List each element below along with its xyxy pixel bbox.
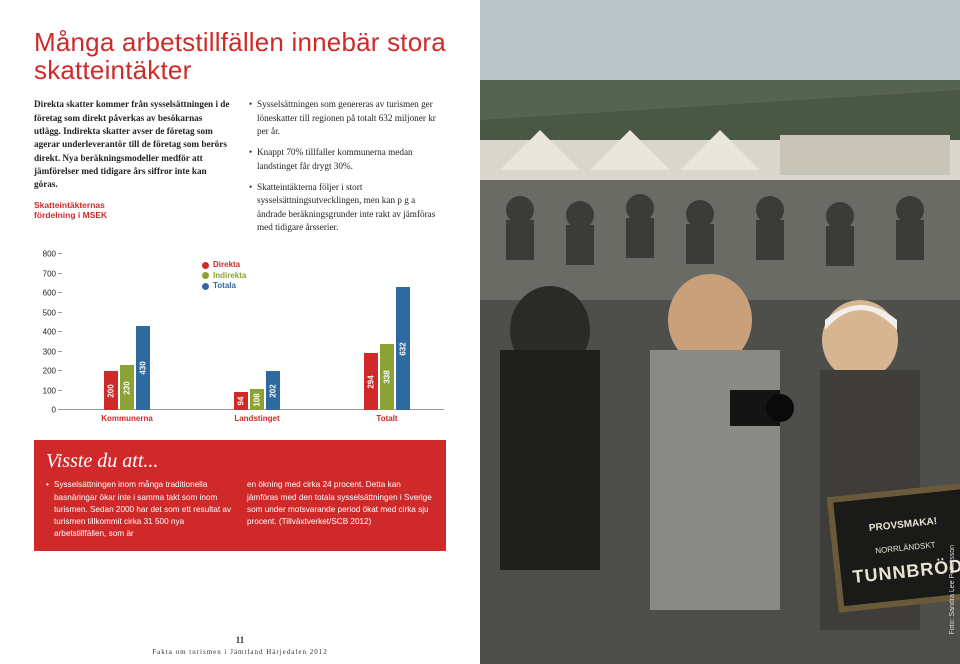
tax-chart: 0 100 200 300 400 500 600 700 800 DirektaIndirek…: [34, 250, 446, 430]
bar-value: 632: [399, 342, 408, 355]
y-tick-label: 600: [43, 289, 56, 298]
bar: 94: [234, 392, 248, 410]
page-title: Många arbetstillfällen innebär stora ska…: [34, 28, 446, 84]
footer-text: Fakta om turismen i Jämtland Härjedalen …: [152, 648, 327, 656]
bar-value: 108: [253, 393, 262, 406]
bar-value: 202: [269, 384, 278, 397]
factbox-title: Visste du att...: [46, 450, 434, 473]
y-tick-label: 800: [43, 250, 56, 259]
fact-box: Visste du att... Sysselsättningen inom m…: [34, 440, 446, 550]
bullet-1: Sysselsättningen som genereras av turism…: [249, 98, 446, 138]
y-tick-label: 0: [52, 406, 56, 415]
right-column: Sysselsättningen som genereras av turism…: [249, 98, 446, 242]
bar-value: 230: [123, 381, 132, 394]
group-label: Kommunerna: [82, 414, 172, 423]
chart-caption: Skatteintäkternas fördelning i MSEK: [34, 200, 231, 220]
intro-paragraph: Direkta skatter kommer från sysselsättni…: [34, 98, 231, 191]
bar: 108: [250, 389, 264, 410]
y-tick-label: 300: [43, 347, 56, 356]
y-tick-label: 400: [43, 328, 56, 337]
group-label: Totalt: [342, 414, 432, 423]
legend-label: Direkta: [213, 260, 240, 270]
bar: 200: [104, 371, 118, 410]
legend-dot-icon: [202, 272, 209, 279]
bar-group: 94108202Landstinget: [212, 371, 302, 410]
y-tick-label: 700: [43, 269, 56, 278]
left-column: Direkta skatter kommer från sysselsättni…: [34, 98, 231, 242]
bar: 230: [120, 365, 134, 410]
factbox-left: Sysselsättningen inom många traditionell…: [46, 479, 233, 540]
legend-dot-icon: [202, 283, 209, 290]
legend-label: Totala: [213, 281, 236, 291]
y-tick-label: 500: [43, 308, 56, 317]
bar-value: 200: [107, 384, 116, 397]
bar-value: 94: [237, 397, 246, 406]
bar: 632: [396, 287, 410, 410]
photo-credit: Foto: Sandra Lee Pettersson: [949, 545, 956, 635]
bar-value: 338: [383, 371, 392, 384]
y-tick-label: 200: [43, 367, 56, 376]
page-number: 11: [0, 635, 480, 645]
bar: 338: [380, 344, 394, 410]
y-tick-label: 100: [43, 386, 56, 395]
photo-panel: PROVSMAKA! NORRLÄNDSKT TUNNBRÖD Foto: Sa…: [480, 0, 960, 664]
document-page: Många arbetstillfällen innebär stora ska…: [0, 0, 480, 664]
bullet-2: Knappt 70% tillfaller kommunerna medan l…: [249, 146, 446, 173]
factbox-right: en ökning med cirka 24 procent. Detta ka…: [247, 479, 434, 528]
chart-legend: DirektaIndirektaTotala: [202, 260, 246, 291]
bar-value: 294: [367, 375, 376, 388]
bullet-3: Skatteintäkterna följer i stort sysselsä…: [249, 181, 446, 234]
bar-group: 294338632Totalt: [342, 287, 432, 410]
bar: 202: [266, 371, 280, 410]
body-columns: Direkta skatter kommer från sysselsättni…: [34, 98, 446, 242]
legend-dot-icon: [202, 262, 209, 269]
bar: 430: [136, 326, 150, 410]
page-footer: 11 Fakta om turismen i Jämtland Härjedal…: [0, 635, 480, 656]
bar: 294: [364, 353, 378, 410]
legend-label: Indirekta: [213, 271, 246, 281]
group-label: Landstinget: [212, 414, 302, 423]
bar-value: 430: [139, 362, 148, 375]
bar-group: 200230430Kommunerna: [82, 326, 172, 410]
